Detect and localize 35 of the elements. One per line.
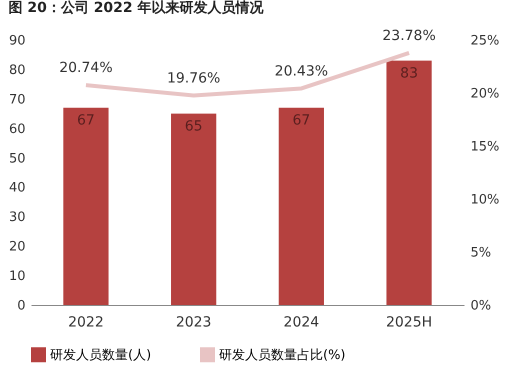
bar <box>63 108 109 305</box>
data-label: 20.43% <box>274 63 328 80</box>
legend-label: 研发人员数量占比(%) <box>219 348 346 363</box>
y-tick-label: 90 <box>8 34 26 48</box>
chart-title: 图 20：公司 2022 年以来研发人员情况 <box>8 0 265 16</box>
y-tick-label: 0 <box>17 298 26 314</box>
y2-tick-label: 20% <box>470 86 500 102</box>
bar <box>171 114 216 305</box>
y2-tick-label: 5% <box>470 246 492 260</box>
y2-tick-label: 25% <box>470 34 500 48</box>
x-tick-label: 2025H <box>386 314 432 330</box>
x-tick-label: 2023 <box>176 314 212 330</box>
data-label: 83 <box>400 66 418 82</box>
y2-tick-label: 0% <box>470 298 492 314</box>
y-tick-label: 10 <box>8 269 26 284</box>
bar <box>278 108 324 305</box>
y-tick-label: 40 <box>8 180 26 196</box>
x-tick-label: 2024 <box>284 314 320 330</box>
y-tick-label: 20 <box>8 240 26 255</box>
data-label: 67 <box>292 112 310 129</box>
data-label: 19.76% <box>166 70 220 87</box>
data-label: 23.78% <box>382 28 436 44</box>
x-tick-label: 2022 <box>68 314 104 330</box>
y-tick-label: 60 <box>8 122 26 137</box>
legend-label: 研发人员数量(人) <box>50 348 152 363</box>
y2-tick-label: 10% <box>470 192 500 208</box>
y-tick-label: 30 <box>8 210 26 226</box>
y2-tick-label: 15% <box>470 140 500 154</box>
data-label: 67 <box>77 112 95 129</box>
y-tick-label: 70 <box>8 92 26 108</box>
y-tick-label: 80 <box>8 62 26 78</box>
data-label: 65 <box>184 118 203 135</box>
data-label: 20.74% <box>59 60 113 76</box>
bar <box>386 60 432 305</box>
y-tick-label: 50 <box>8 151 26 166</box>
